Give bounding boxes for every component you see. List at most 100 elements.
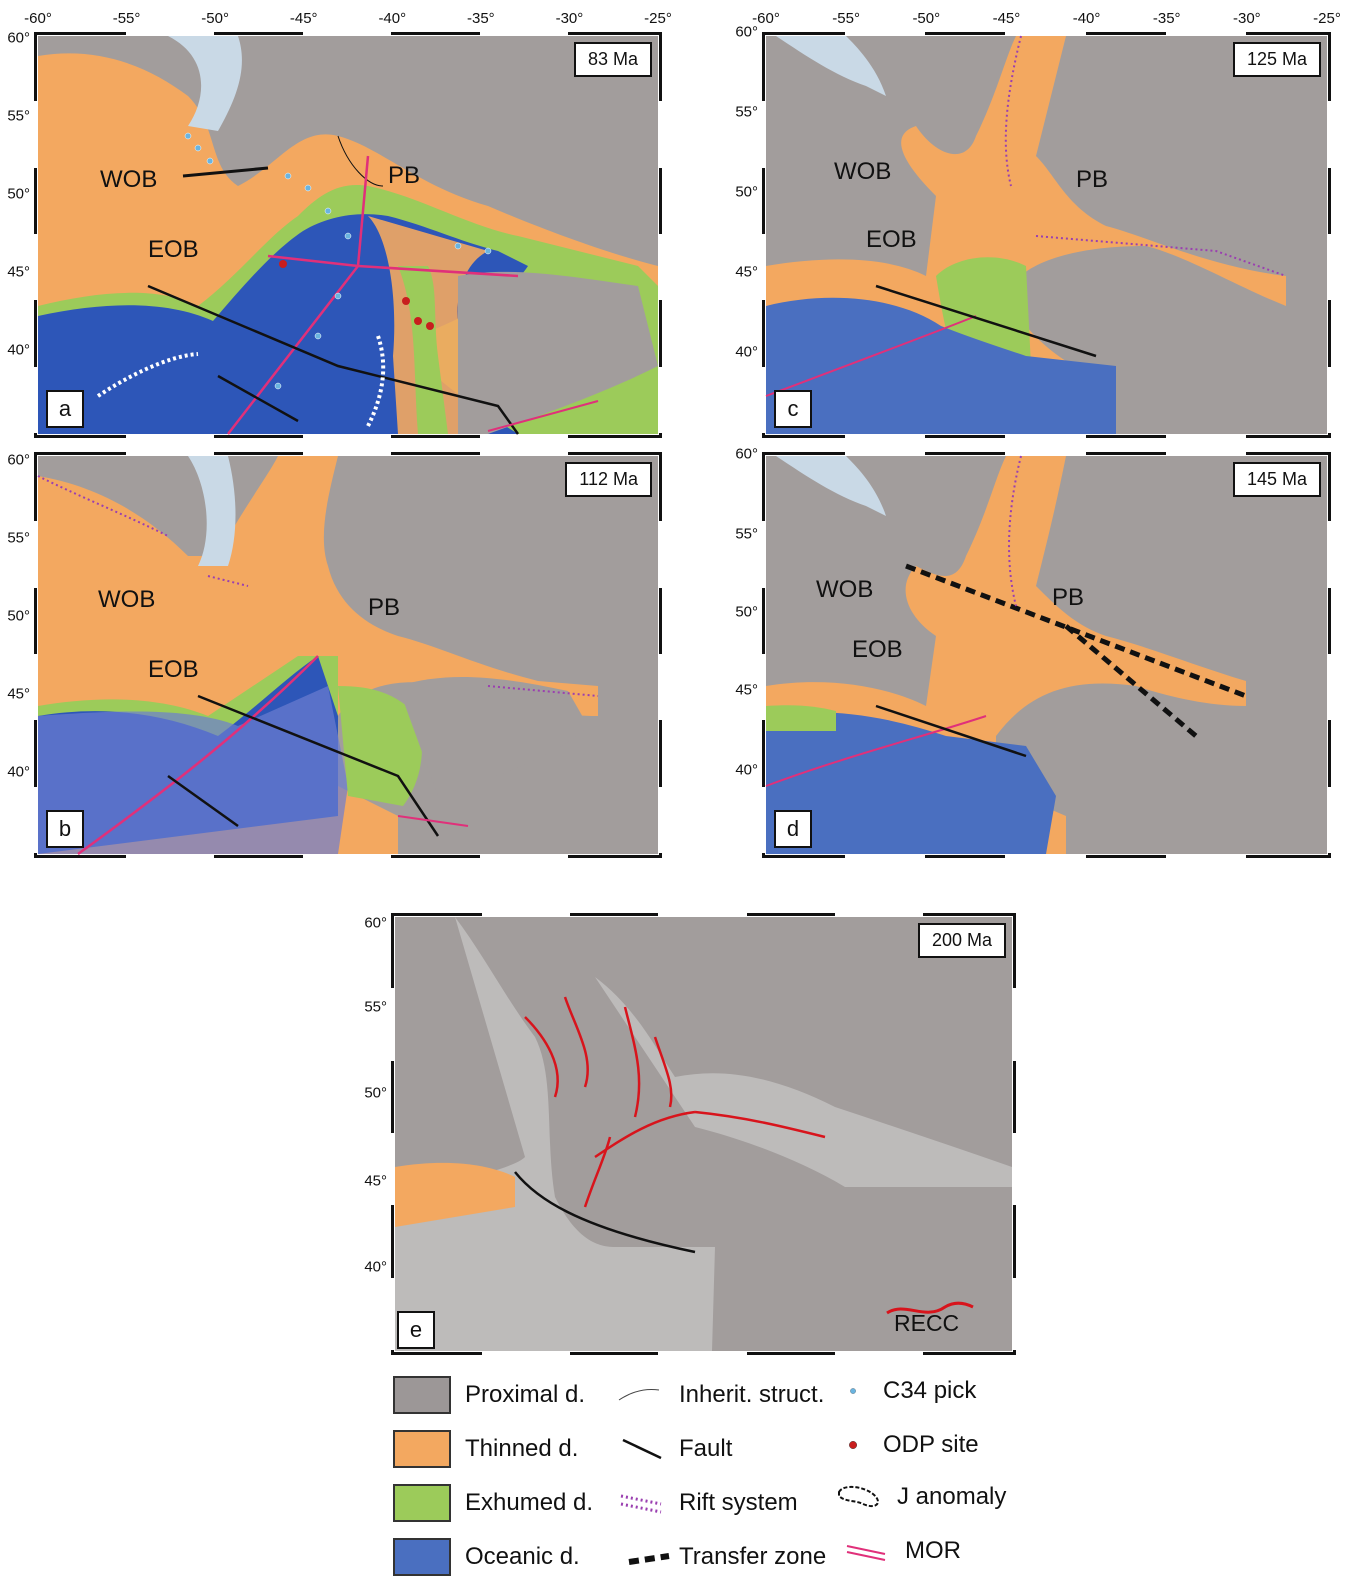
frame-tick [658,913,747,916]
wob-label: WOB [98,586,156,613]
longitude-label: -30° [1233,10,1261,27]
longitude-label: -55° [832,10,860,27]
frame-tick [479,452,569,455]
longitude-label: -40° [378,10,407,27]
frame-tick [34,521,37,588]
latitude-label: 55° [735,525,758,543]
frame-tick [1165,452,1246,455]
legend-label: Oceanic d. [465,1543,580,1570]
map-panel-c: 125 Ma c WOB EOB PB [765,35,1327,434]
frame-tick [659,366,662,433]
legend-label: J anomaly [897,1483,1007,1510]
latitude-label: 45° [735,263,758,281]
panel-letter: b [46,810,84,848]
frame-tick [391,1133,394,1206]
frame-tick [482,913,571,916]
age-label: 200 Ma [917,923,1006,958]
wob-label: WOB [100,166,158,193]
panel-b-map [37,456,658,856]
frame-tick [659,234,662,301]
transfer-dashed-icon [628,1553,670,1565]
longitude-label: -35° [1152,10,1181,27]
blue-dot-icon [850,1388,856,1394]
red-dot-icon [849,1441,857,1449]
latitude-label: 55° [7,107,30,125]
latitude-label: 40° [7,341,30,359]
longitude-label: -25° [1313,10,1341,27]
panel-letter: d [774,810,812,848]
longitude-label: -50° [201,10,229,27]
latitude-label: 55° [364,998,387,1016]
frame-tick [659,521,662,588]
latitude-label: 45° [364,1172,387,1190]
legend-c34-pick: C34 pick [845,1376,976,1406]
legend-label: ODP site [883,1431,979,1458]
longitude-label: -55° [112,10,141,27]
longitude-label: -40° [1072,10,1101,27]
legend-thinned: Thinned d. [393,1430,578,1468]
frame-tick [1328,786,1331,853]
age-label: 83 Ma [573,42,652,77]
eob-label: EOB [148,656,199,683]
frame-tick [762,234,765,301]
frame-tick [1005,32,1086,35]
frame-tick [125,32,215,35]
eob-label: EOB [866,226,917,253]
latitude-label: 60° [7,29,30,47]
frame-tick [1328,521,1331,588]
panel-c-map [765,35,1327,434]
legend-label: MOR [905,1537,961,1564]
latitude-label: 50° [735,183,758,201]
frame-tick [845,855,926,858]
pb-label: PB [388,162,421,189]
frame-tick [659,786,662,853]
latitude-label: 50° [7,607,30,625]
j-anomaly-icon [838,1486,879,1508]
legend-label: Transfer zone [679,1543,827,1570]
frame-tick [34,654,37,721]
frame-tick [34,366,37,433]
frame-tick [834,1352,923,1355]
oceanic-swatch [393,1538,451,1576]
latitude-label: 60° [7,451,30,469]
frame-tick [1328,654,1331,721]
recc-line-icon [886,1301,974,1315]
longitude-label: -60° [752,10,780,27]
map-panel-d: 145 Ma d WOB EOB PB [765,455,1327,854]
legend-label: Inherit. struct. [679,1381,825,1408]
latitude-label: 40° [7,763,30,781]
map-panel-a: 83 Ma a WOB EOB PB [38,36,658,435]
latitude-label: 40° [735,343,758,361]
longitude-label: -25° [644,10,672,27]
frame-tick [1013,1277,1016,1350]
frame-tick [1328,101,1331,168]
frame-tick [845,32,926,35]
recc-label: RECC [894,1310,960,1336]
map-panel-e: 200 Ma e [395,917,1012,1351]
exhumed-swatch [393,1484,451,1522]
age-label: 112 Ma [565,462,652,497]
frame-tick [1328,234,1331,301]
frame-tick [1005,452,1086,455]
longitude-label: -50° [912,10,941,27]
proximal-swatch [393,1376,451,1414]
legend-label: C34 pick [883,1377,977,1404]
latitude-label: 60° [735,445,758,463]
panel-e-map [395,917,1012,1351]
legend-label: Proximal d. [465,1381,586,1408]
pb-label: PB [1076,166,1109,193]
latitude-label: 60° [735,23,758,41]
wob-label: WOB [816,576,874,603]
panel-a-map [38,36,658,435]
frame-tick [762,521,765,588]
latitude-label: 50° [7,185,30,203]
legend-proximal: Proximal d. [393,1376,585,1414]
frame-tick [1165,855,1246,858]
longitude-label: -45° [289,10,318,27]
legend-label: Rift system [679,1489,798,1516]
frame-tick [34,786,37,853]
age-label: 125 Ma [1232,42,1321,77]
frame-tick [302,855,392,858]
panel-letter: e [397,1311,435,1349]
rift-dotted-icon [620,1494,662,1514]
